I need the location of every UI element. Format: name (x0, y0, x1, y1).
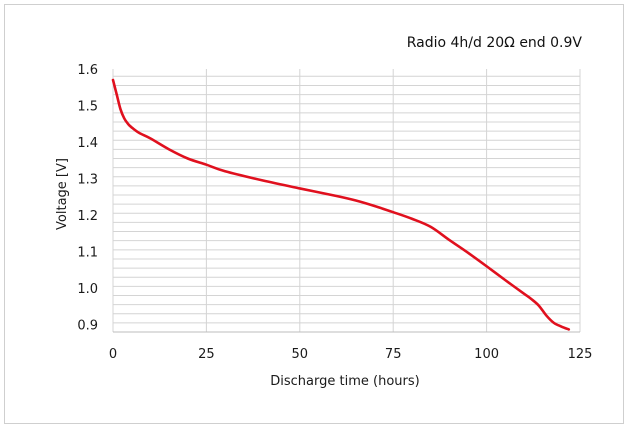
y-tick-label: 0.9 (77, 319, 98, 334)
discharge-curve (111, 78, 571, 331)
grid-lines (112, 69, 581, 333)
x-tick-label: 100 (474, 347, 499, 362)
voltage-discharge-chart: 0.9 1.0 1.1 1.2 1.3 1.4 1.5 1.6 0 25 50 75 100 125 Ra… (55, 35, 592, 389)
x-tick-label: 125 (568, 347, 593, 362)
series-layer (111, 78, 571, 331)
x-tick-label: 50 (292, 347, 309, 362)
y-tick-label: 1.4 (77, 136, 98, 151)
y-tick-label: 1.1 (77, 246, 98, 261)
y-tick-label: 1.3 (77, 173, 98, 188)
chart-title: Radio 4h/d 20Ω end 0.9V (407, 35, 583, 51)
chart-frame (4, 4, 624, 424)
x-tick-label: 75 (385, 347, 402, 362)
y-tick-label: 1.5 (77, 100, 98, 115)
y-tick-label: 1.2 (77, 209, 98, 224)
tick-labels: 0.9 1.0 1.1 1.2 1.3 1.4 1.5 1.6 0 25 50 75 100 125 (77, 63, 592, 362)
x-tick-label: 0 (109, 347, 117, 362)
y-tick-label: 1.0 (77, 282, 98, 297)
y-tick-label: 1.6 (77, 63, 98, 78)
y-axis-title: Voltage [V] (55, 158, 70, 230)
x-tick-label: 25 (198, 347, 215, 362)
x-axis-title: Discharge time (hours) (270, 374, 419, 389)
